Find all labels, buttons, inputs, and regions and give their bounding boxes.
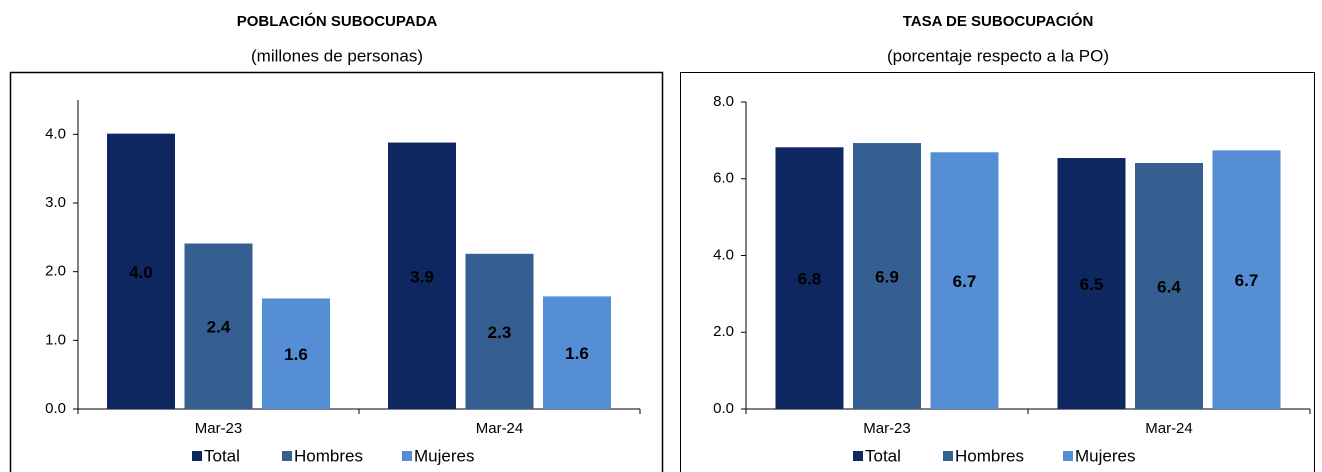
legend-label: Total bbox=[204, 446, 240, 465]
legend-label: Total bbox=[865, 446, 901, 465]
value-label: 6.7 bbox=[1235, 271, 1259, 290]
legend-swatch bbox=[1063, 451, 1073, 461]
y-tick-label: 4.0 bbox=[713, 246, 734, 263]
bar bbox=[930, 152, 999, 410]
x-tick-label: Mar-23 bbox=[195, 420, 243, 437]
frame bbox=[9, 71, 664, 472]
bar bbox=[262, 298, 330, 409]
y-tick-label: 1.0 bbox=[45, 331, 66, 348]
legend-swatch bbox=[943, 451, 953, 461]
value-label: 1.6 bbox=[565, 344, 589, 363]
value-label: 4.0 bbox=[129, 263, 153, 282]
y-tick-label: 6.0 bbox=[713, 170, 734, 187]
y-tick-label: 8.0 bbox=[713, 93, 734, 110]
bar bbox=[1057, 158, 1126, 409]
value-label: 6.7 bbox=[953, 272, 977, 291]
value-label: 6.5 bbox=[1080, 275, 1104, 294]
value-label: 2.3 bbox=[488, 323, 512, 342]
legend-label: Mujeres bbox=[414, 446, 474, 465]
legend-label: Hombres bbox=[955, 446, 1024, 465]
legend-swatch bbox=[402, 451, 412, 461]
x-tick-label: Mar-24 bbox=[1145, 420, 1193, 437]
legend-swatch bbox=[282, 451, 292, 461]
value-label: 6.4 bbox=[1157, 277, 1181, 296]
bar bbox=[775, 147, 844, 409]
value-label: 6.8 bbox=[798, 270, 822, 289]
y-tick-label: 3.0 bbox=[45, 194, 66, 211]
legend-label: Hombres bbox=[294, 446, 363, 465]
legend-swatch bbox=[192, 451, 202, 461]
y-tick-label: 0.0 bbox=[713, 400, 734, 417]
bar bbox=[543, 296, 611, 409]
bar bbox=[107, 133, 175, 409]
chart-subtitle: (porcentaje respecto a la PO) bbox=[887, 46, 1109, 65]
value-label: 3.9 bbox=[410, 267, 434, 286]
bar bbox=[1135, 163, 1203, 409]
y-tick-label: 4.0 bbox=[45, 125, 66, 142]
bar bbox=[184, 243, 253, 409]
x-tick-label: Mar-24 bbox=[476, 420, 524, 437]
bar bbox=[388, 142, 456, 409]
bar bbox=[1212, 150, 1281, 410]
legend-label: Mujeres bbox=[1075, 446, 1135, 465]
chart-title: POBLACIÓN SUBOCUPADA bbox=[237, 12, 438, 30]
chart-subtitle: (millones de personas) bbox=[251, 46, 423, 65]
frame bbox=[680, 72, 1315, 472]
bar bbox=[465, 253, 534, 409]
value-label: 2.4 bbox=[207, 318, 231, 337]
y-tick-label: 2.0 bbox=[713, 323, 734, 340]
y-tick-label: 0.0 bbox=[45, 400, 66, 417]
x-tick-label: Mar-23 bbox=[863, 420, 911, 437]
legend-swatch bbox=[853, 451, 863, 461]
value-label: 6.9 bbox=[875, 268, 899, 287]
bar bbox=[853, 143, 921, 409]
chart-title: TASA DE SUBOCUPACIÓN bbox=[903, 12, 1094, 30]
value-label: 1.6 bbox=[284, 345, 308, 364]
y-tick-label: 2.0 bbox=[45, 263, 66, 280]
